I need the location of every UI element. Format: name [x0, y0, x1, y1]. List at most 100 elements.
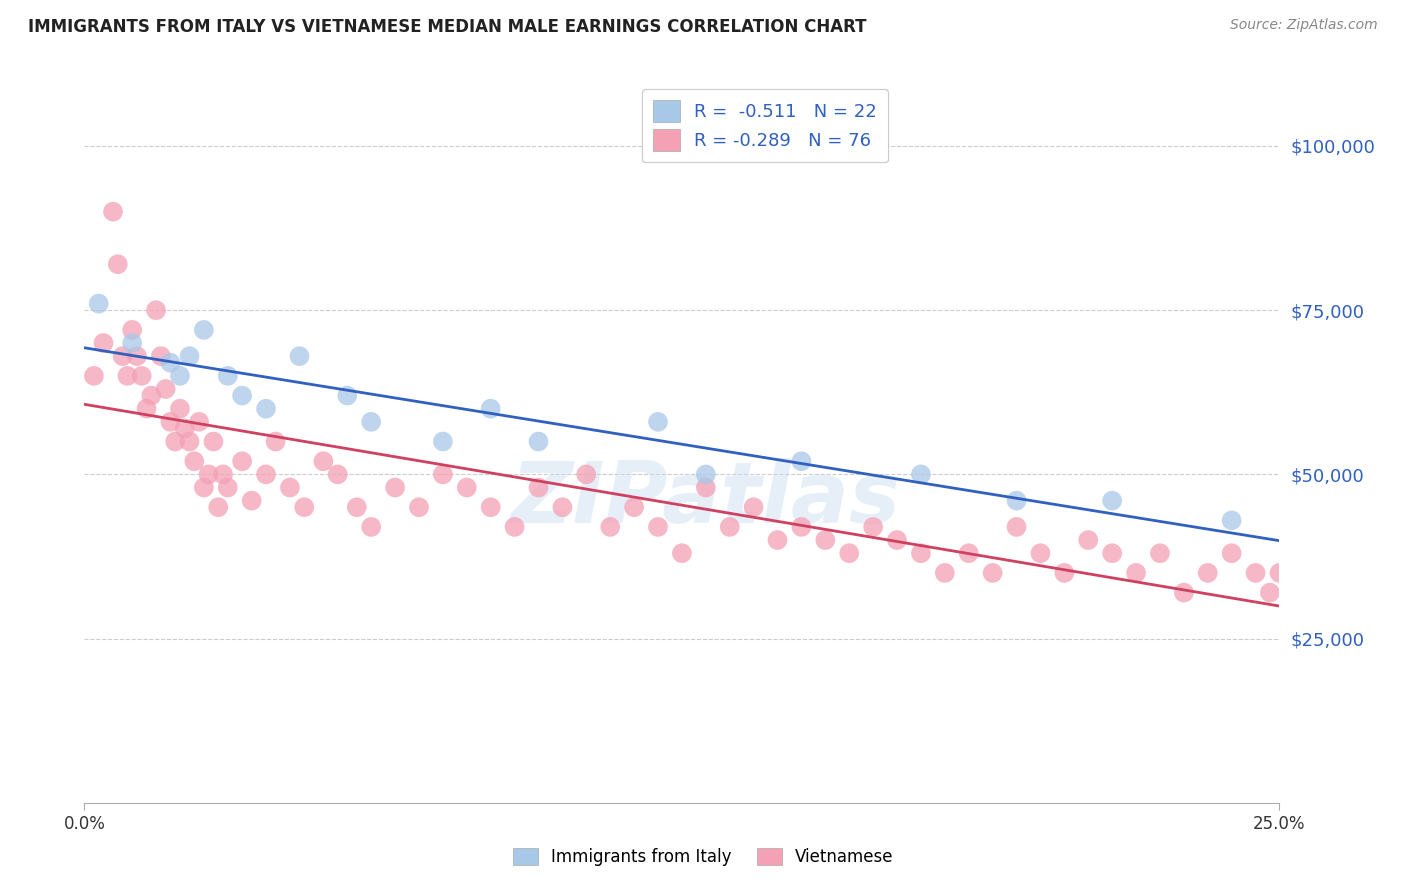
- Point: [647, 520, 669, 534]
- Point: [479, 500, 502, 515]
- Point: [456, 481, 478, 495]
- Point: [121, 336, 143, 351]
- Point: [217, 481, 239, 495]
- Point: [1220, 513, 1243, 527]
- Point: [326, 467, 349, 482]
- Point: [207, 500, 229, 515]
- Point: [193, 481, 215, 495]
- Point: [981, 566, 1004, 580]
- Point: [360, 520, 382, 534]
- Point: [527, 434, 550, 449]
- Point: [1053, 566, 1076, 580]
- Point: [169, 368, 191, 383]
- Point: [360, 415, 382, 429]
- Point: [159, 356, 181, 370]
- Point: [264, 434, 287, 449]
- Point: [1244, 566, 1267, 580]
- Point: [766, 533, 789, 547]
- Point: [957, 546, 980, 560]
- Point: [179, 434, 201, 449]
- Point: [346, 500, 368, 515]
- Point: [93, 336, 115, 351]
- Point: [1125, 566, 1147, 580]
- Point: [173, 421, 195, 435]
- Point: [384, 481, 406, 495]
- Point: [183, 454, 205, 468]
- Point: [231, 454, 253, 468]
- Point: [647, 415, 669, 429]
- Point: [135, 401, 157, 416]
- Point: [1173, 585, 1195, 599]
- Point: [254, 401, 277, 416]
- Point: [336, 388, 359, 402]
- Point: [503, 520, 526, 534]
- Point: [718, 520, 741, 534]
- Point: [193, 323, 215, 337]
- Point: [408, 500, 430, 515]
- Point: [695, 467, 717, 482]
- Point: [527, 481, 550, 495]
- Point: [1197, 566, 1219, 580]
- Point: [149, 349, 172, 363]
- Point: [599, 520, 621, 534]
- Point: [125, 349, 148, 363]
- Point: [117, 368, 139, 383]
- Point: [141, 388, 163, 402]
- Point: [934, 566, 956, 580]
- Point: [1101, 546, 1123, 560]
- Point: [671, 546, 693, 560]
- Text: ZIPatlas: ZIPatlas: [510, 458, 901, 541]
- Point: [551, 500, 574, 515]
- Point: [742, 500, 765, 515]
- Legend: Immigrants from Italy, Vietnamese: Immigrants from Italy, Vietnamese: [505, 840, 901, 875]
- Point: [188, 415, 211, 429]
- Point: [838, 546, 860, 560]
- Point: [169, 401, 191, 416]
- Point: [814, 533, 837, 547]
- Point: [1077, 533, 1099, 547]
- Point: [212, 467, 235, 482]
- Point: [910, 467, 932, 482]
- Point: [1268, 566, 1291, 580]
- Point: [575, 467, 598, 482]
- Point: [155, 382, 177, 396]
- Point: [131, 368, 153, 383]
- Point: [479, 401, 502, 416]
- Point: [145, 303, 167, 318]
- Point: [83, 368, 105, 383]
- Point: [1149, 546, 1171, 560]
- Point: [240, 493, 263, 508]
- Point: [1101, 493, 1123, 508]
- Point: [179, 349, 201, 363]
- Point: [288, 349, 311, 363]
- Point: [217, 368, 239, 383]
- Point: [1258, 585, 1281, 599]
- Point: [790, 454, 813, 468]
- Point: [159, 415, 181, 429]
- Point: [1029, 546, 1052, 560]
- Point: [1220, 546, 1243, 560]
- Point: [292, 500, 315, 515]
- Point: [1005, 493, 1028, 508]
- Point: [107, 257, 129, 271]
- Point: [101, 204, 124, 219]
- Text: Source: ZipAtlas.com: Source: ZipAtlas.com: [1230, 18, 1378, 32]
- Point: [254, 467, 277, 482]
- Point: [432, 467, 454, 482]
- Legend: R =  -0.511   N = 22, R = -0.289   N = 76: R = -0.511 N = 22, R = -0.289 N = 76: [643, 89, 889, 162]
- Point: [790, 520, 813, 534]
- Point: [121, 323, 143, 337]
- Point: [165, 434, 187, 449]
- Text: IMMIGRANTS FROM ITALY VS VIETNAMESE MEDIAN MALE EARNINGS CORRELATION CHART: IMMIGRANTS FROM ITALY VS VIETNAMESE MEDI…: [28, 18, 866, 36]
- Point: [432, 434, 454, 449]
- Point: [87, 296, 110, 310]
- Point: [1005, 520, 1028, 534]
- Point: [111, 349, 134, 363]
- Point: [312, 454, 335, 468]
- Point: [202, 434, 225, 449]
- Point: [231, 388, 253, 402]
- Point: [623, 500, 645, 515]
- Y-axis label: Median Male Earnings: Median Male Earnings: [0, 358, 7, 525]
- Point: [910, 546, 932, 560]
- Point: [695, 481, 717, 495]
